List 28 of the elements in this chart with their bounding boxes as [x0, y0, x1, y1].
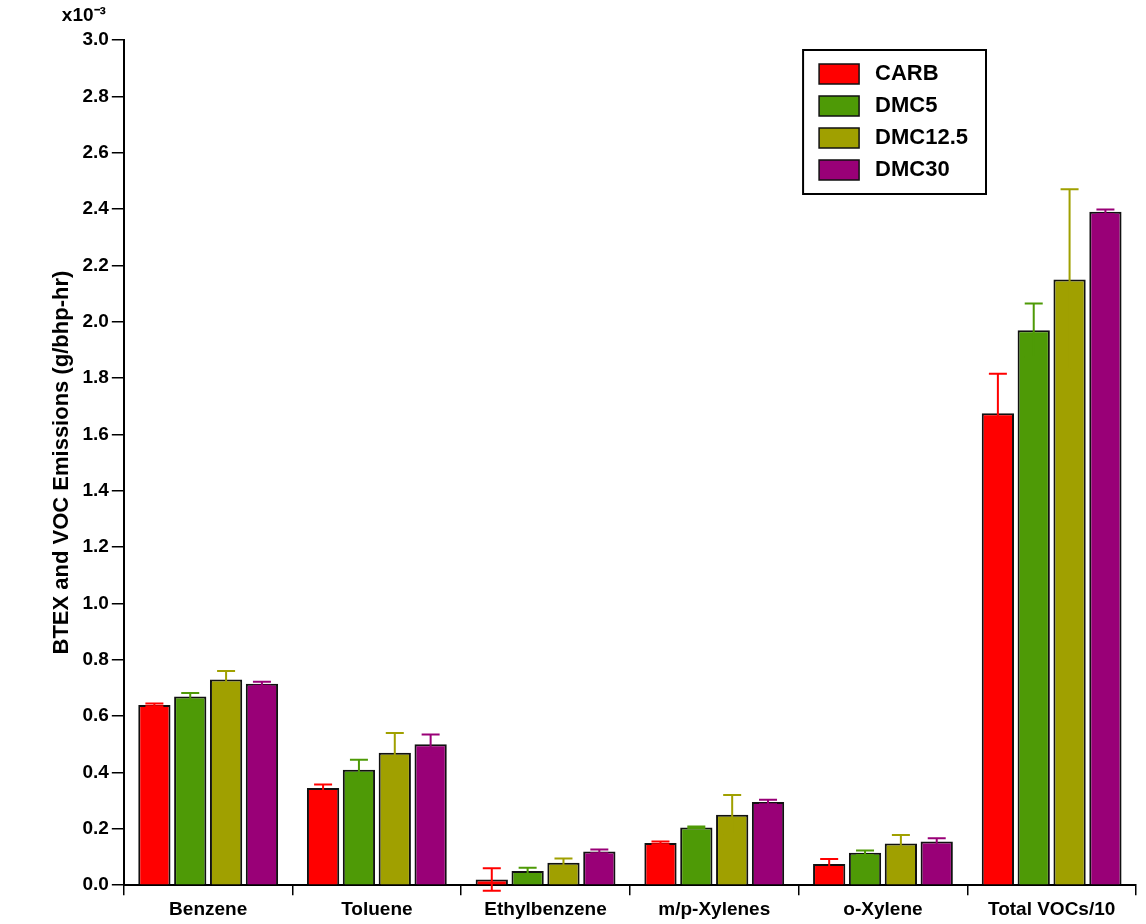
y-tick-label: 0.8 — [82, 648, 109, 670]
text: x10⁻³ — [61, 4, 106, 26]
y-tick-label: 3.0 — [82, 28, 109, 50]
y-tick-label: 1.4 — [82, 479, 110, 501]
legend-label: DMC5 — [875, 92, 938, 118]
legend-label: CARB — [875, 60, 939, 86]
y-tick-label: 2.0 — [82, 309, 109, 331]
y-tick-label: 0.2 — [82, 817, 109, 839]
x-tick-label: Ethylbenzene — [484, 897, 607, 919]
y-tick-label: 0.4 — [82, 760, 110, 782]
legend-label: DMC30 — [875, 156, 950, 182]
y-tick-label: 2.2 — [82, 253, 109, 275]
y-tick-label: 1.8 — [82, 366, 109, 388]
y-tick-label: 1.0 — [82, 591, 109, 613]
y-tick-label: 1.2 — [82, 535, 109, 557]
y-tick-label: 0.0 — [82, 873, 109, 895]
x-tick-label: o-Xylene — [843, 897, 923, 919]
y-tick-label: 1.6 — [82, 422, 109, 444]
y-tick-label: 2.8 — [82, 84, 109, 106]
x-tick-label: Benzene — [169, 897, 248, 919]
legend-label: DMC12.5 — [875, 124, 968, 150]
y-tick-label: 2.4 — [82, 197, 110, 219]
y-tick-label: 0.6 — [82, 704, 109, 726]
x-tick-label: m/p-Xylenes — [658, 897, 771, 919]
y-tick-label: 2.6 — [82, 140, 109, 162]
x-tick-label: Total VOCs/10 — [987, 897, 1116, 919]
y-axis-title: BTEX and VOC Emissions (g/bhp-hr) — [48, 270, 74, 655]
x-tick-label: Toluene — [341, 897, 413, 919]
